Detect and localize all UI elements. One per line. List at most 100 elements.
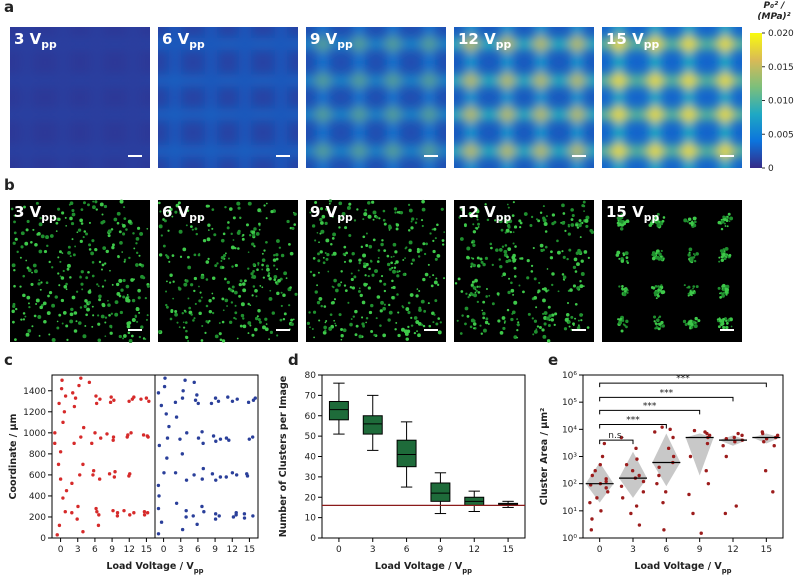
cell: [431, 228, 434, 231]
cell: [59, 260, 62, 263]
cell: [383, 303, 386, 306]
cell: [69, 255, 72, 258]
band: [90, 27, 103, 168]
hotspot: [351, 72, 368, 89]
cell: [623, 253, 625, 256]
point: [156, 483, 161, 488]
cell: [578, 219, 582, 223]
cell: [513, 300, 518, 305]
cell: [392, 285, 396, 290]
cell: [547, 289, 550, 292]
band: [306, 108, 446, 121]
cell: [579, 222, 582, 225]
point: [95, 510, 99, 514]
cell: [67, 250, 71, 255]
cell: [24, 315, 27, 318]
point: [87, 380, 92, 385]
y-tick-label: 0: [310, 534, 316, 544]
band: [602, 37, 742, 50]
cell: [461, 314, 464, 317]
panel-label: d: [288, 351, 299, 369]
cell: [542, 298, 546, 303]
cell: [518, 284, 521, 287]
cell: [723, 257, 727, 261]
cell: [320, 221, 324, 225]
point: [132, 395, 136, 399]
cell: [107, 299, 109, 302]
point: [589, 528, 594, 532]
point: [661, 500, 665, 505]
cell: [394, 211, 397, 214]
cell: [407, 310, 411, 315]
cell: [208, 319, 211, 323]
cell: [690, 326, 694, 329]
cell: [432, 239, 435, 242]
cell: [683, 218, 688, 223]
point: [246, 400, 251, 405]
cell: [275, 257, 279, 261]
band: [316, 27, 329, 168]
cell: [198, 285, 200, 288]
cell: [350, 277, 354, 282]
cell: [227, 221, 230, 224]
cell: [386, 254, 390, 258]
hotspot: [314, 35, 331, 52]
cell: [328, 202, 331, 205]
cell: [252, 269, 255, 273]
cell: [519, 257, 522, 260]
cell: [529, 224, 533, 228]
cell: [348, 233, 352, 237]
cell: [512, 293, 515, 296]
cell: [65, 324, 69, 328]
cell: [501, 245, 505, 248]
hotspot: [421, 106, 438, 123]
band: [602, 145, 742, 158]
cell: [108, 313, 111, 317]
cell: [535, 218, 538, 221]
cell: [327, 270, 330, 273]
cell: [724, 246, 729, 251]
image-label: 6 Vpp: [162, 30, 205, 51]
image-label: 15 Vpp: [606, 203, 659, 224]
cell: [513, 266, 517, 270]
cell: [70, 221, 75, 226]
cell: [51, 337, 56, 342]
cell: [277, 278, 281, 283]
cell: [272, 258, 277, 262]
cell: [660, 220, 662, 223]
cell: [537, 289, 541, 293]
cell: [242, 282, 246, 286]
point: [202, 510, 206, 514]
cell: [653, 315, 657, 319]
cell: [660, 258, 664, 261]
cell: [407, 325, 410, 329]
point: [692, 428, 697, 433]
cell: [118, 334, 122, 339]
point: [602, 441, 607, 446]
point: [762, 440, 766, 444]
cell: [655, 221, 659, 225]
cell: [107, 303, 111, 307]
panel-label: c: [4, 351, 13, 369]
point: [53, 441, 57, 446]
cell: [578, 324, 580, 327]
cell: [532, 246, 535, 250]
image-label-sub: pp: [644, 211, 660, 224]
x-axis-label: Load Voltage / Vpp: [634, 561, 731, 575]
heatmap-pattern: [306, 27, 446, 168]
hotspot: [569, 35, 586, 52]
cell: [352, 315, 356, 318]
point: [230, 399, 235, 403]
image-label-main: 15 V: [606, 30, 644, 48]
x-tick-label: 3: [178, 545, 184, 555]
point: [771, 490, 775, 494]
y-tick-label: 1200: [23, 408, 46, 418]
cell: [357, 289, 361, 293]
cell: [65, 288, 68, 291]
cell: [325, 238, 330, 243]
cell: [288, 243, 291, 246]
image-label-main: 3 V: [14, 203, 42, 221]
cell: [190, 283, 193, 286]
cell: [97, 285, 100, 287]
cell: [547, 305, 551, 309]
